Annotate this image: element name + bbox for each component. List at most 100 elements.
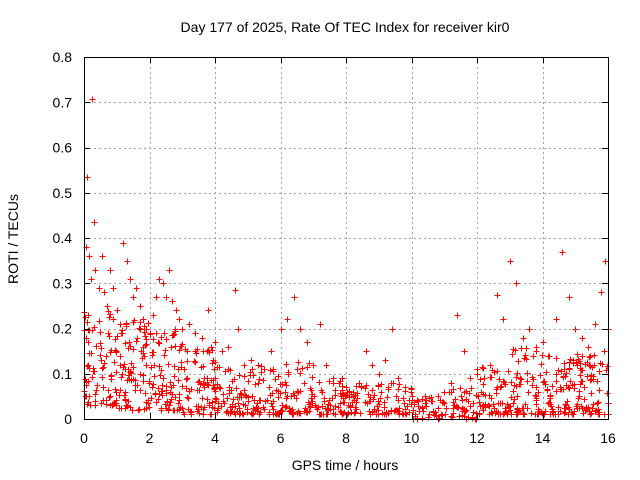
data-point [231, 409, 238, 416]
data-point [158, 334, 165, 341]
data-point [122, 389, 129, 396]
data-point [235, 400, 242, 407]
data-point [574, 401, 581, 408]
data-point [143, 326, 150, 333]
data-point [366, 408, 373, 415]
data-point [205, 347, 212, 354]
data-point [517, 375, 524, 382]
data-point [326, 378, 333, 385]
data-point [558, 368, 565, 375]
data-point [234, 408, 241, 415]
data-point [294, 388, 301, 395]
data-point [475, 393, 482, 400]
data-point [111, 359, 118, 366]
data-point [176, 347, 183, 354]
data-point [133, 285, 140, 292]
data-point [426, 411, 433, 418]
data-point [508, 411, 515, 418]
data-point [369, 387, 376, 394]
data-point [224, 395, 231, 402]
data-point [344, 389, 351, 396]
data-point [212, 388, 219, 395]
data-point [408, 385, 415, 392]
data-point [586, 408, 593, 415]
data-point [252, 381, 259, 388]
data-point [470, 400, 477, 407]
data-point [350, 389, 357, 396]
data-point [535, 406, 542, 413]
data-point [141, 353, 148, 360]
data-point [602, 258, 609, 265]
data-point [88, 276, 95, 283]
data-point [169, 391, 176, 398]
data-point [93, 343, 100, 350]
data-point [579, 335, 586, 342]
data-point [92, 398, 99, 405]
data-point [395, 375, 402, 382]
data-point [108, 373, 115, 380]
data-point [384, 394, 391, 401]
data-point [523, 356, 530, 363]
data-point [497, 400, 504, 407]
y-tick-label: 0.3 [53, 275, 73, 291]
data-point [532, 392, 539, 399]
data-point [241, 362, 248, 369]
data-point [105, 330, 112, 337]
x-tick-label: 8 [342, 430, 350, 446]
data-point [152, 390, 159, 397]
data-point [191, 358, 198, 365]
data-point [278, 326, 285, 333]
data-point [242, 392, 249, 399]
data-point [150, 381, 157, 388]
data-point [206, 400, 213, 407]
data-point [339, 383, 346, 390]
data-point [209, 360, 216, 367]
data-point [332, 387, 339, 394]
data-point [183, 385, 190, 392]
data-point [127, 369, 134, 376]
data-point [476, 399, 483, 406]
data-point [563, 370, 570, 377]
data-point [347, 403, 354, 410]
data-point [216, 384, 223, 391]
data-point [326, 397, 333, 404]
data-point [176, 397, 183, 404]
data-point [509, 351, 516, 358]
data-point [419, 415, 426, 422]
data-point [575, 395, 582, 402]
data-point [270, 398, 277, 405]
data-point [564, 398, 571, 405]
data-point [162, 347, 169, 354]
data-point [229, 404, 236, 411]
data-point [112, 347, 119, 354]
data-point [492, 410, 499, 417]
data-point [160, 280, 167, 287]
data-point [179, 405, 186, 412]
data-point [122, 340, 129, 347]
data-point [588, 390, 595, 397]
x-tick-label: 2 [146, 430, 154, 446]
data-point [110, 401, 117, 408]
data-point [561, 410, 568, 417]
data-point [540, 379, 547, 386]
data-point [138, 348, 145, 355]
data-point [208, 344, 215, 351]
data-point [510, 400, 517, 407]
data-point [587, 363, 594, 370]
data-point [201, 384, 208, 391]
data-point [84, 363, 91, 370]
data-point [113, 348, 120, 355]
y-tick-label: 0 [64, 411, 72, 427]
data-point [120, 364, 127, 371]
data-point [439, 412, 446, 419]
data-point [205, 307, 212, 314]
data-point [502, 405, 509, 412]
data-point [113, 389, 120, 396]
data-point [459, 397, 466, 404]
data-point [378, 389, 385, 396]
data-point [399, 410, 406, 417]
data-point [106, 333, 113, 340]
data-point [136, 325, 143, 332]
data-point [163, 336, 170, 343]
